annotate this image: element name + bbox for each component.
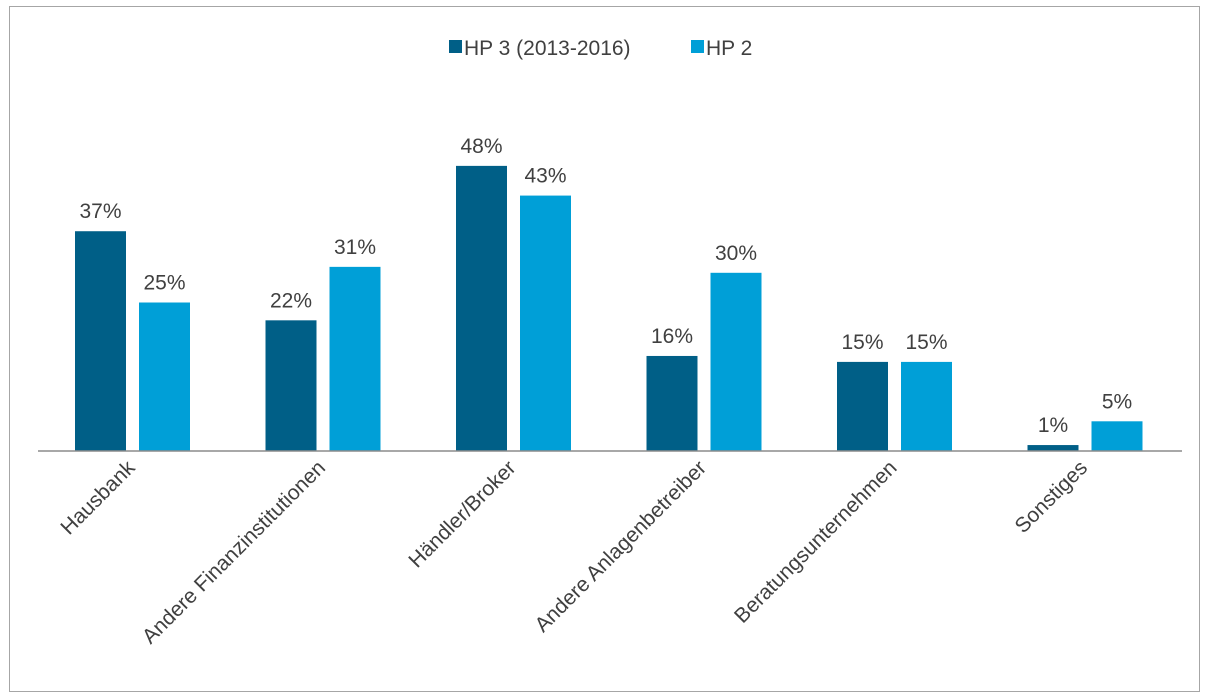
category-label-1: Andere Finanzinstitutionen	[138, 456, 330, 648]
bar-hp2-4	[901, 361, 952, 451]
bar-hp2-0	[139, 302, 190, 451]
bar-hp2-2	[520, 195, 571, 451]
data-label-hp2-0: 25%	[143, 272, 185, 295]
bars-group: 37% 25% 22% 31% 48% 43% 16% 30% 15% 15% 1% 5%	[75, 135, 1143, 451]
category-label-5: Sonstiges	[1011, 456, 1092, 537]
bar-hp2-3	[710, 272, 762, 451]
data-label-hp3-1: 22%	[270, 289, 312, 312]
legend-swatch-hp3	[449, 40, 462, 53]
data-label-hp2-2: 43%	[524, 165, 566, 188]
legend: HP 3 (2013-2016) HP 2	[449, 37, 752, 60]
bar-hp3-2	[456, 165, 507, 451]
data-label-hp2-3: 30%	[715, 242, 757, 265]
bar-hp3-0	[75, 231, 126, 451]
data-label-hp3-3: 16%	[651, 325, 693, 348]
category-label-4: Beratungsunternehmen	[730, 456, 901, 627]
data-label-hp3-0: 37%	[79, 200, 121, 223]
legend-swatch-hp2	[691, 40, 704, 53]
bar-hp3-5	[1027, 445, 1079, 451]
legend-label-hp2: HP 2	[706, 37, 752, 60]
data-label-hp2-5: 5%	[1102, 390, 1132, 413]
bar-hp2-5	[1091, 421, 1143, 451]
category-label-0: Hausbank	[56, 456, 139, 539]
data-label-hp3-5: 1%	[1038, 414, 1068, 437]
bar-hp3-3	[646, 355, 698, 451]
chart-frame	[9, 6, 1200, 692]
bar-hp2-1	[329, 266, 381, 451]
data-label-hp2-1: 31%	[334, 236, 376, 259]
data-label-hp3-2: 48%	[460, 135, 502, 158]
legend-label-hp3: HP 3 (2013-2016)	[464, 37, 631, 60]
data-label-hp2-4: 15%	[905, 331, 947, 354]
category-label-3: Andere Anlagenbetreiber	[530, 456, 711, 637]
category-label-2: Händler/Broker	[404, 456, 520, 572]
data-label-hp3-4: 15%	[841, 331, 883, 354]
bar-hp3-4	[837, 361, 888, 451]
bar-hp3-1	[265, 320, 317, 451]
